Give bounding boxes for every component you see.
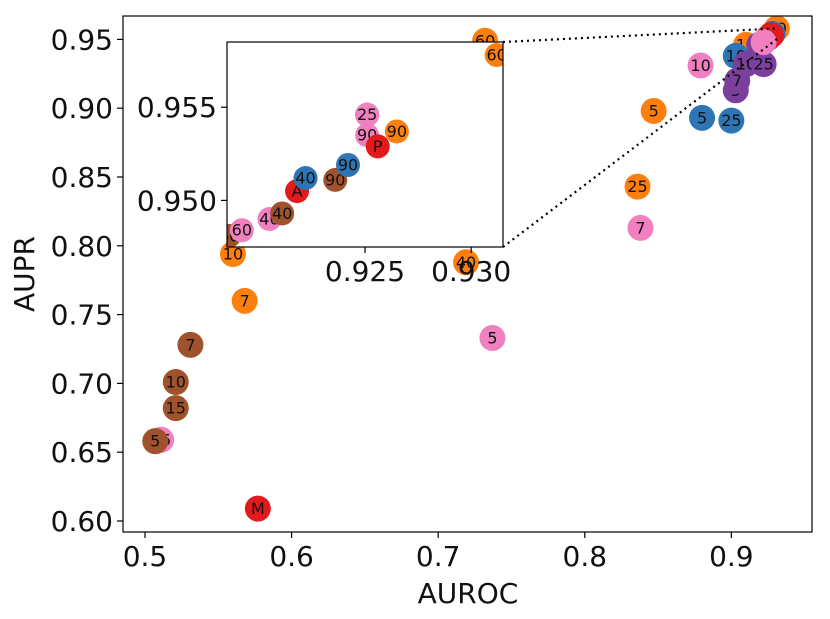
inset-point-label-1: 60 [232,221,252,240]
inset-y-tick-label-0: 0.950 [137,184,217,217]
y-tick-label-1: 0.65 [51,436,113,469]
inset-point-label-3: 40 [272,204,292,223]
inset-point-11 [365,134,390,159]
zoom-inset: 60604040A409090252590P90600.9250.9300.95… [137,27,779,288]
data-point-label-21: 10 [736,55,756,74]
inset-point-label-5: 40 [295,169,315,188]
data-point-23 [244,495,271,522]
data-point-label-17: 15 [166,399,186,418]
data-point-label-3: 10 [223,245,243,264]
data-point-2 [624,173,651,200]
data-point-label-2: 25 [627,177,647,196]
inset-point-9 [355,102,380,127]
inset-y-tick-label-1: 0.955 [137,91,217,124]
inset-point-7 [336,153,361,177]
inset-point-label-11: P [373,137,383,156]
data-point-10 [687,52,714,79]
inset-point-label-9: 25 [357,105,377,124]
x-tick-label-0: 0.5 [123,540,168,573]
data-point-16 [162,369,189,396]
inset-point-1 [229,218,254,243]
plot-frame [122,15,813,533]
inset-point-13 [484,43,503,68]
data-point-label-5: 40 [456,253,476,272]
data-point-5 [453,249,480,276]
data-point-label-20: 7 [732,71,742,90]
data-point-label-1: 5 [649,101,659,120]
y-axis-title: AUPR [8,236,41,312]
x-tick-label-2: 0.7 [416,540,461,573]
data-point-label-22: 25 [753,55,773,74]
inset-point-label-12: 90 [387,122,407,141]
x-tick-label-1: 0.6 [269,540,314,573]
data-point-label-18: 5 [150,432,160,451]
data-point-12 [689,104,716,131]
y-tick-label-4: 0.80 [51,230,113,263]
data-point-15 [177,331,204,358]
data-point-8 [479,324,506,351]
inset-point-label-4: A [292,182,303,201]
inset-x-tick-label-1: 0.930 [431,255,511,288]
inset-connector-top [502,27,779,44]
x-axis-title: AUROC [418,577,519,610]
y-tick-label-5: 0.85 [51,161,113,194]
data-point-9 [627,214,654,241]
data-point-28 [750,29,777,56]
inset-point-5 [293,166,318,191]
data-point-label-9: 7 [635,218,645,237]
inset-point-label-6: 90 [325,170,345,189]
data-point-13 [718,107,745,134]
data-point-label-10: 10 [690,56,710,75]
axes: 0.5 0.6 0.7 0.8 0.9 0.60 0.65 0.70 0.75 0.80 0.85 0… [51,15,813,573]
x-tick-label-3: 0.8 [563,540,608,573]
x-tick-label-4: 0.9 [709,540,754,573]
inset-points: 60604040A409090252590P9060 [227,43,506,247]
data-point-label-8: 5 [487,328,497,347]
data-point-label-23: M [251,499,265,518]
data-point-17 [162,395,189,422]
inset-point-12 [384,119,409,144]
y-tick-label-0: 0.60 [51,505,113,538]
data-point-label-4: 7 [240,291,250,310]
data-point-label-12: 5 [697,108,707,127]
inset-connector-bottom [502,37,779,248]
data-point-18 [142,428,169,455]
y-tick-label-3: 0.75 [51,299,113,332]
data-point-label-13: 25 [721,111,741,130]
inset-x-tick-label-0: 0.925 [325,255,405,288]
inset-point-label-13: 60 [486,46,506,65]
data-point-label-16: 10 [166,373,186,392]
y-tick-label-7: 0.95 [51,23,113,56]
y-tick-label-6: 0.90 [51,92,113,125]
data-point-4 [231,287,258,314]
inset-point-label-7: 90 [338,156,358,175]
y-tick-label-2: 0.70 [51,367,113,400]
data-point-1 [640,97,667,124]
data-point-label-15: 7 [185,335,195,354]
inset-point-3 [270,201,295,226]
main-points: 6052510740601557101552510710155571025M [142,15,790,522]
